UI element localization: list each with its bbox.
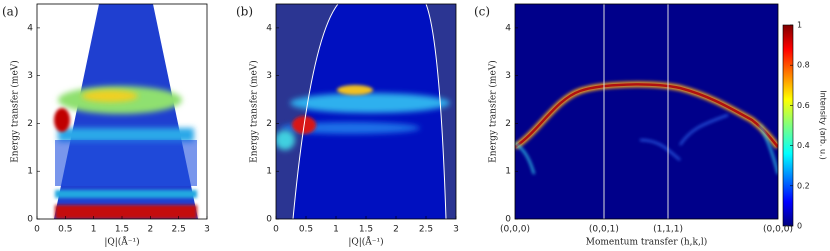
panel-label: (a) xyxy=(2,5,19,19)
colorbar-tick-label: 0.6 xyxy=(797,101,810,110)
x-tick-label: 2 xyxy=(393,225,399,235)
colorbar xyxy=(782,24,794,227)
y-tick-label: 2 xyxy=(266,119,272,129)
x-tick-label: (1,1,1) xyxy=(653,225,683,235)
y-axis-label: Energy transfer (meV) xyxy=(249,60,260,163)
colorbar-tick-label: 0.8 xyxy=(797,61,810,70)
x-tick-label: 1.5 xyxy=(115,225,129,235)
x-tick-label: (0,0,0) xyxy=(763,225,793,235)
y-tick-label: 3 xyxy=(27,71,33,81)
x-tick-label: (0,0,1) xyxy=(589,225,619,235)
y-tick-label: 1 xyxy=(266,167,272,177)
x-tick-label: 0.5 xyxy=(58,225,72,235)
colorbar-tick-label: 0 xyxy=(797,222,802,231)
heatmap-a xyxy=(37,4,207,219)
x-tick-label: 0 xyxy=(273,225,279,235)
x-tick-label: (0,0,0) xyxy=(500,225,530,235)
y-tick-label: 2 xyxy=(505,119,511,129)
x-tick-label: 3 xyxy=(453,225,459,235)
x-axis-label: Momentum transfer (h,k,l) xyxy=(586,237,708,248)
x-tick-label: 0.5 xyxy=(299,225,313,235)
y-tick-label: 2 xyxy=(27,119,33,129)
y-tick-label: 1 xyxy=(505,167,511,177)
y-tick-label: 3 xyxy=(505,71,511,81)
y-tick-label: 0 xyxy=(266,215,272,225)
y-tick-label: 1 xyxy=(27,167,33,177)
x-tick-label: 3 xyxy=(204,225,210,235)
heatmap-b xyxy=(276,4,456,219)
y-tick-label: 3 xyxy=(266,71,272,81)
x-axis-label: |Q|(Å⁻¹) xyxy=(104,236,139,248)
x-tick-label: 1 xyxy=(333,225,339,235)
heatmap-c xyxy=(515,4,778,219)
colorbar-tick-label: 0.2 xyxy=(797,181,810,190)
y-tick-label: 0 xyxy=(505,215,511,225)
y-tick-label: 4 xyxy=(266,23,272,33)
plot-frame xyxy=(514,3,779,220)
x-tick-label: 1.5 xyxy=(359,225,373,235)
x-axis-label: |Q|(Å⁻¹) xyxy=(348,236,383,248)
y-axis-label: Energy transfer (meV) xyxy=(488,60,499,163)
y-tick-label: 4 xyxy=(27,23,33,33)
y-tick-label: 0 xyxy=(27,215,33,225)
x-tick-label: 2.5 xyxy=(419,225,433,235)
panel-label: (b) xyxy=(236,5,253,19)
x-tick-label: 2.5 xyxy=(172,225,186,235)
x-tick-label: 2 xyxy=(147,225,153,235)
y-tick-label: 4 xyxy=(505,23,511,33)
colorbar-tick-label: 0.4 xyxy=(797,141,810,150)
colorbar-label: Intensity (arb. u.) xyxy=(819,90,828,160)
colorbar-tick-label: 1 xyxy=(797,21,802,30)
panel-label: (c) xyxy=(474,5,490,19)
y-axis-label: Energy transfer (meV) xyxy=(10,60,21,163)
x-tick-label: 1 xyxy=(91,225,97,235)
x-tick-label: 0 xyxy=(34,225,40,235)
